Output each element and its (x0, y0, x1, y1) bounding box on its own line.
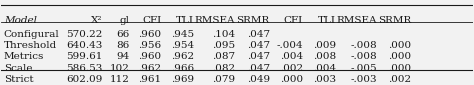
Text: 602.09: 602.09 (66, 75, 103, 84)
Text: .961: .961 (138, 75, 161, 84)
Text: .000: .000 (280, 75, 303, 84)
Text: 640.43: 640.43 (66, 41, 103, 50)
Text: 66: 66 (117, 30, 130, 39)
Text: .009: .009 (312, 41, 336, 50)
Text: .000: .000 (388, 41, 411, 50)
Text: -.004: -.004 (276, 41, 303, 50)
Text: .047: .047 (246, 52, 270, 61)
Text: SRMR: SRMR (378, 16, 411, 25)
Text: .003: .003 (312, 75, 336, 84)
Text: .002: .002 (388, 75, 411, 84)
Text: .079: .079 (212, 75, 236, 84)
Text: 586.53: 586.53 (66, 64, 103, 73)
Text: .104: .104 (212, 30, 236, 39)
Text: .945: .945 (171, 30, 194, 39)
Text: -.008: -.008 (350, 52, 377, 61)
Text: 570.22: 570.22 (66, 30, 103, 39)
Text: 112: 112 (110, 75, 130, 84)
Text: .956: .956 (138, 41, 161, 50)
Text: .004: .004 (280, 52, 303, 61)
Text: CFI: CFI (283, 16, 303, 25)
Text: .000: .000 (388, 52, 411, 61)
Text: TLI: TLI (176, 16, 194, 25)
Text: .004: .004 (312, 64, 336, 73)
Text: 86: 86 (117, 41, 130, 50)
Text: .966: .966 (171, 64, 194, 73)
Text: 94: 94 (117, 52, 130, 61)
Text: -.008: -.008 (350, 41, 377, 50)
Text: .087: .087 (212, 52, 236, 61)
Text: 102: 102 (110, 64, 130, 73)
Text: gl: gl (120, 16, 130, 25)
Text: SRMR: SRMR (237, 16, 270, 25)
Text: .095: .095 (212, 41, 236, 50)
Text: .049: .049 (246, 75, 270, 84)
Text: .047: .047 (246, 30, 270, 39)
Text: .000: .000 (388, 64, 411, 73)
Text: .962: .962 (138, 64, 161, 73)
Text: X²: X² (91, 16, 103, 25)
Text: RMSEA: RMSEA (195, 16, 236, 25)
Text: TLI: TLI (318, 16, 336, 25)
Text: -.003: -.003 (350, 75, 377, 84)
Text: .962: .962 (171, 52, 194, 61)
Text: Configural: Configural (4, 30, 60, 39)
Text: -.005: -.005 (350, 64, 377, 73)
Text: .960: .960 (138, 30, 161, 39)
Text: Scale: Scale (4, 64, 32, 73)
Text: .960: .960 (138, 52, 161, 61)
Text: RMSEA: RMSEA (336, 16, 377, 25)
Text: Strict: Strict (4, 75, 33, 84)
Text: CFI: CFI (142, 16, 161, 25)
Text: .969: .969 (171, 75, 194, 84)
Text: .047: .047 (246, 41, 270, 50)
Text: Threshold: Threshold (4, 41, 57, 50)
Text: .082: .082 (212, 64, 236, 73)
Text: Model: Model (4, 16, 37, 25)
Text: 599.61: 599.61 (66, 52, 103, 61)
Text: .954: .954 (171, 41, 194, 50)
Text: Metrics: Metrics (4, 52, 44, 61)
Text: .008: .008 (312, 52, 336, 61)
Text: .047: .047 (246, 64, 270, 73)
Text: .002: .002 (280, 64, 303, 73)
